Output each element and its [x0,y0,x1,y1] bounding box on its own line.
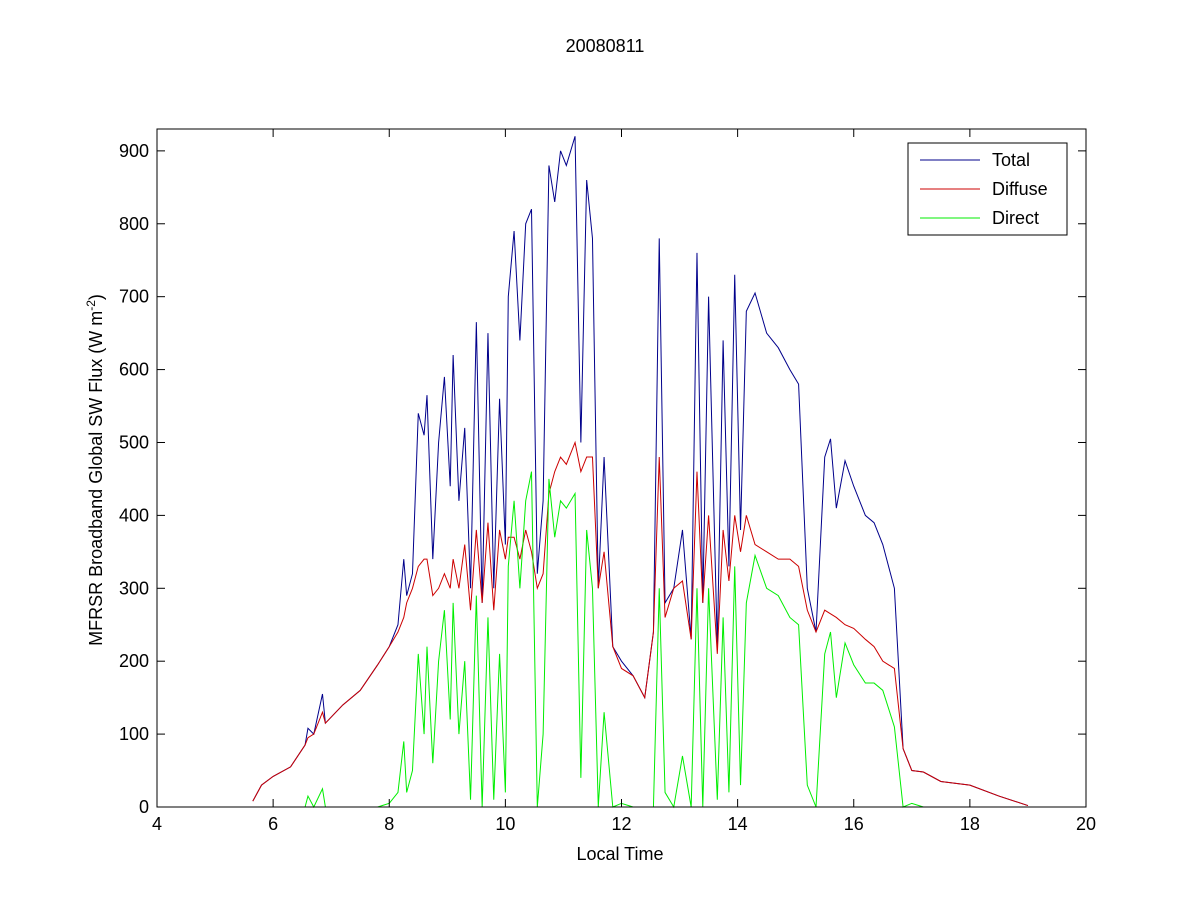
x-tick-label: 18 [960,814,980,834]
y-tick-label: 900 [119,141,149,161]
chart-title: 20080811 [566,36,645,56]
x-tick-label: 14 [728,814,748,834]
y-tick-label: 700 [119,287,149,307]
x-tick-label: 12 [611,814,631,834]
x-axis-label: Local Time [576,844,663,864]
y-tick-label: 200 [119,651,149,671]
y-tick-label: 300 [119,578,149,598]
y-axis-label: MFRSR Broadband Global SW Flux (W m-2) [84,294,106,646]
legend-label: Diffuse [992,179,1048,199]
x-tick-label: 4 [152,814,162,834]
x-tick-label: 8 [384,814,394,834]
series-line [273,471,924,809]
series-line [252,136,1029,807]
y-tick-label: 100 [119,724,149,744]
y-tick-label: 400 [119,505,149,525]
y-tick-label: 0 [139,797,149,817]
y-tick-label: 600 [119,360,149,380]
x-tick-label: 16 [844,814,864,834]
x-tick-label: 6 [268,814,278,834]
y-tick-label: 800 [119,214,149,234]
y-tick-label: 500 [119,432,149,452]
legend-label: Direct [992,208,1039,228]
series-line [252,440,1029,807]
legend-label: Total [992,150,1030,170]
x-tick-label: 20 [1076,814,1096,834]
x-tick-label: 10 [495,814,515,834]
